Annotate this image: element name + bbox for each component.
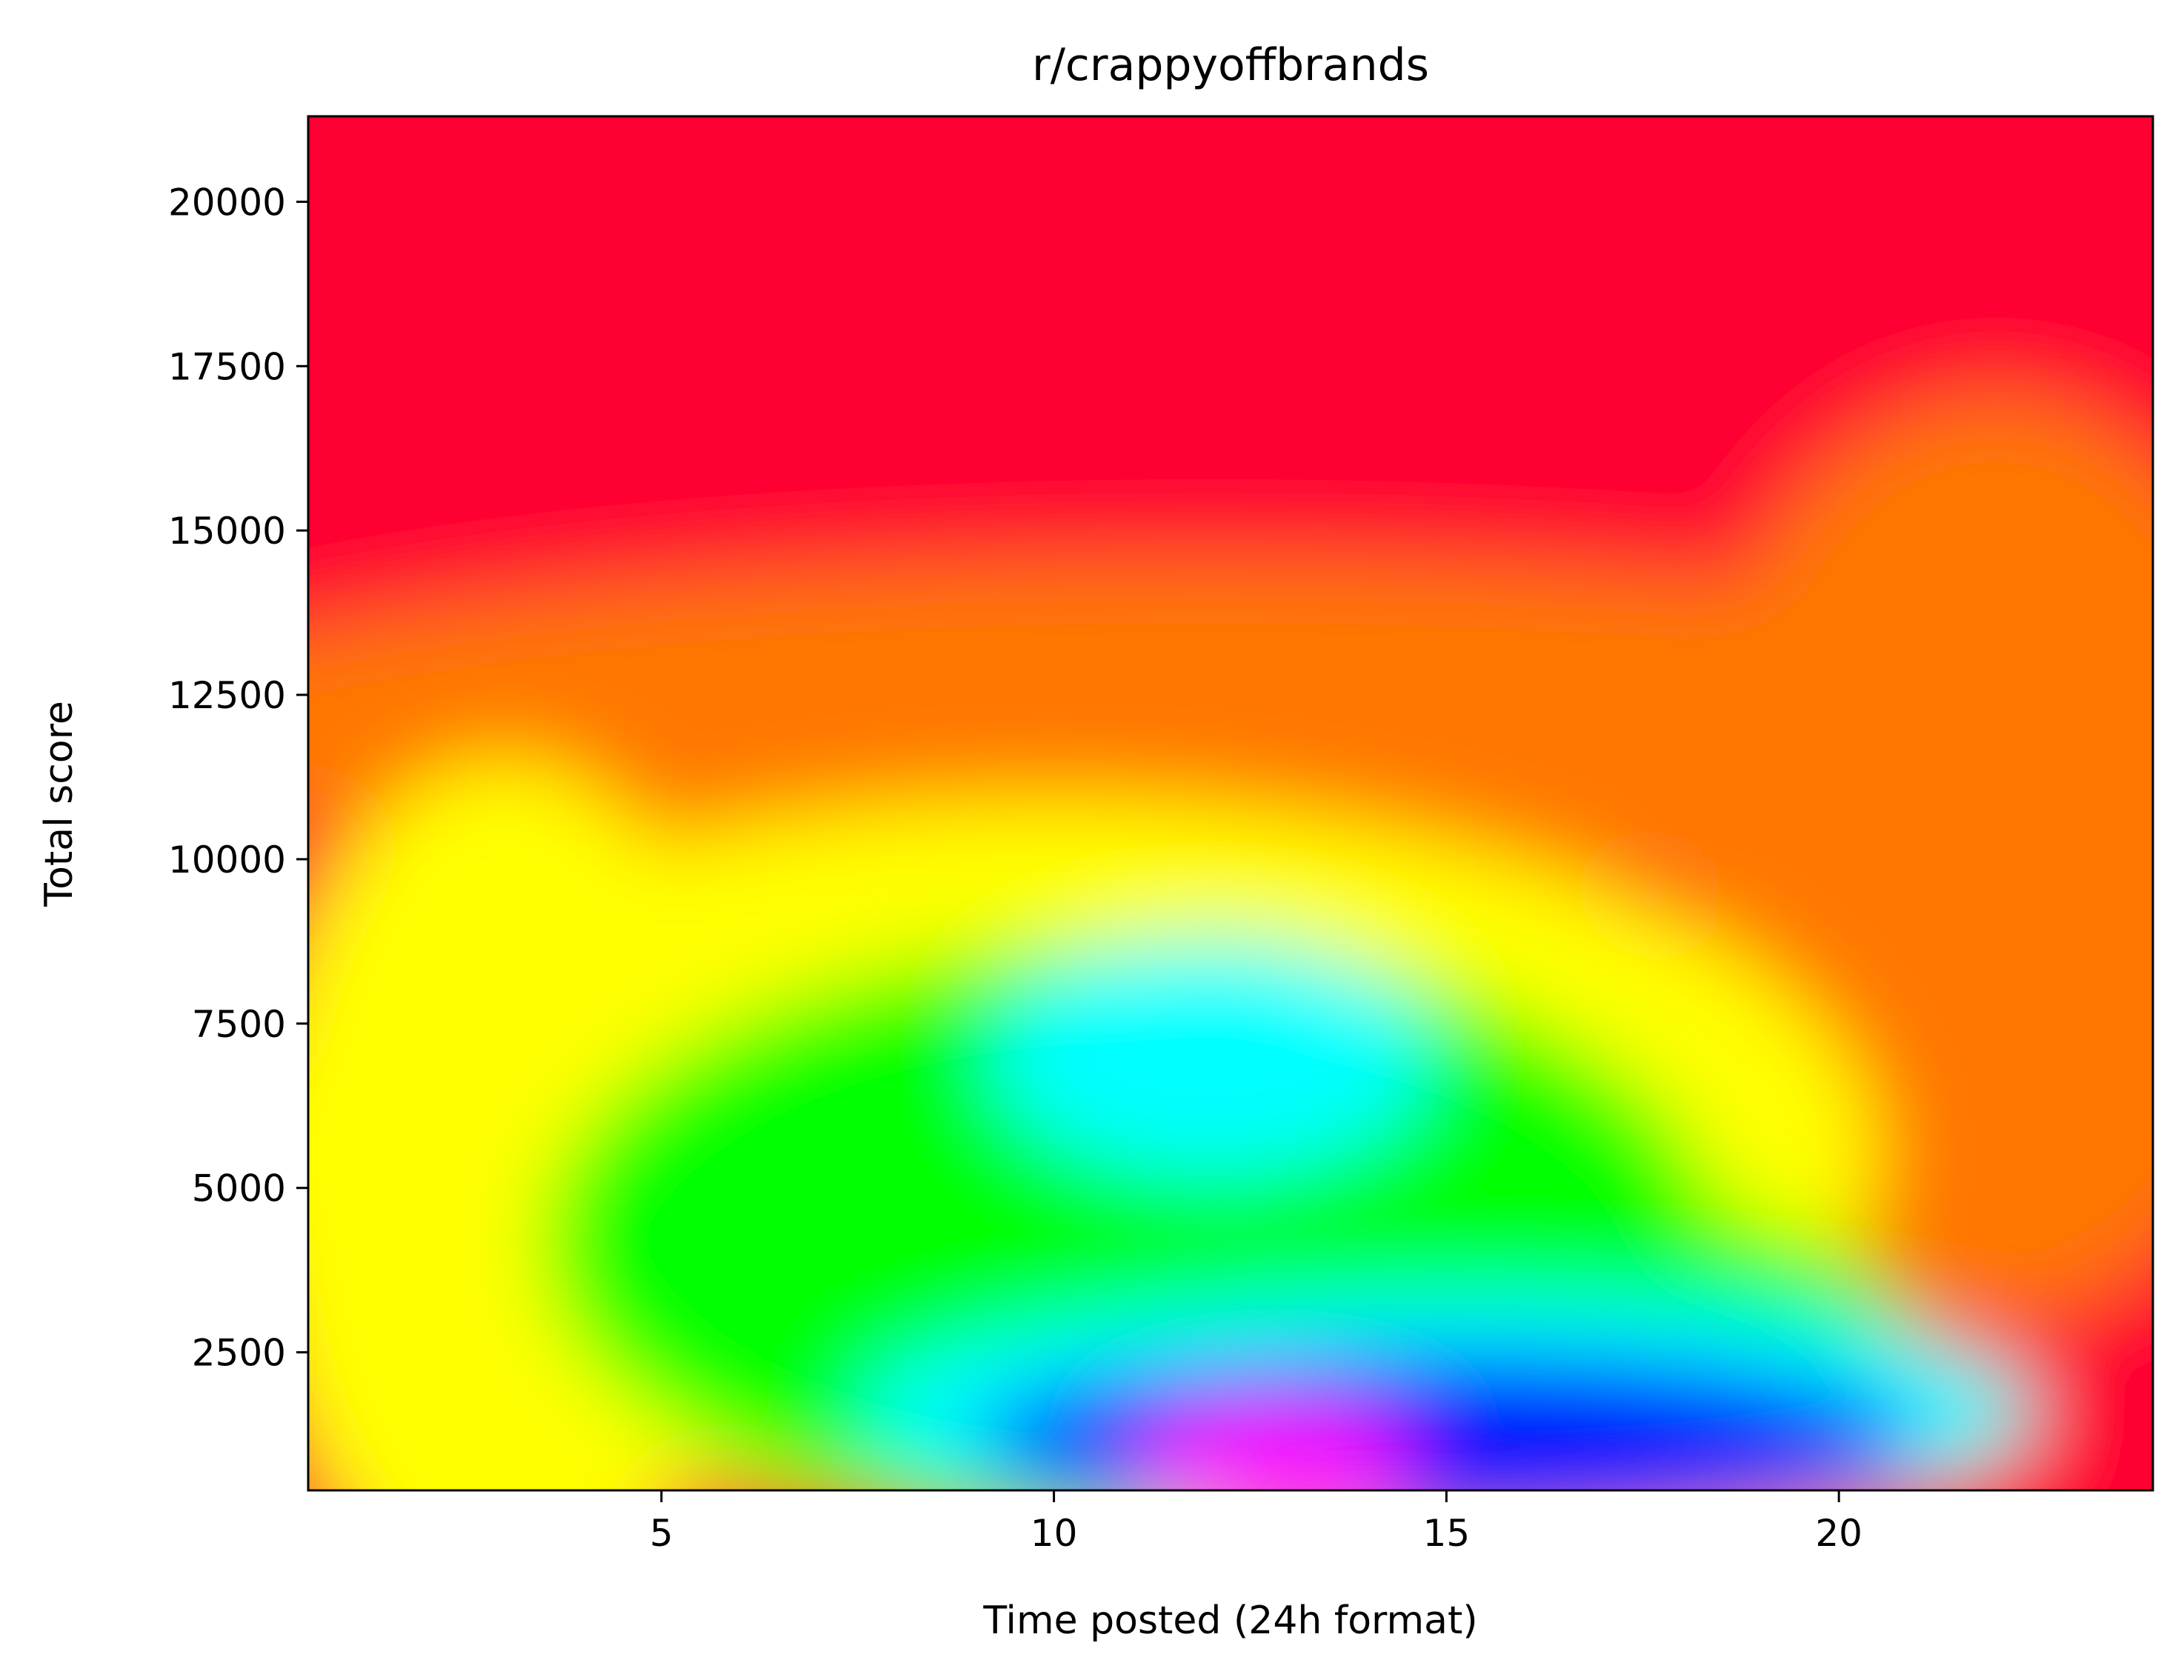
chart-title: r/crappyoffbrands — [1032, 39, 1429, 91]
y-tick-label: 15000 — [168, 510, 286, 553]
x-axis: 5 10 15 20 — [650, 1490, 1862, 1555]
y-tick-label: 20000 — [168, 181, 286, 224]
x-tick-label: 20 — [1815, 1512, 1862, 1555]
y-tick-label: 12500 — [168, 674, 286, 717]
y-tick-label: 17500 — [168, 345, 286, 388]
x-tick-label: 5 — [650, 1512, 673, 1555]
heatmap-field — [308, 116, 2153, 1490]
x-tick-label: 10 — [1031, 1512, 1078, 1555]
y-tick-label: 7500 — [192, 1003, 286, 1046]
y-axis-label: Total score — [37, 701, 81, 907]
x-tick-label: 15 — [1423, 1512, 1471, 1555]
plot-frame — [307, 115, 2154, 1492]
y-tick-label: 2500 — [192, 1332, 286, 1375]
y-tick-label: 5000 — [192, 1167, 286, 1210]
heat-band-cyan-upper — [991, 938, 1431, 1175]
plot-area — [308, 116, 2153, 1490]
y-axis: 2500 5000 7500 10000 12500 15000 17500 20000 — [168, 181, 308, 1375]
y-tick-label: 10000 — [168, 839, 286, 881]
heat-band-magenta — [1132, 1404, 1415, 1490]
x-axis-label: Time posted (24h format) — [982, 1599, 1477, 1643]
